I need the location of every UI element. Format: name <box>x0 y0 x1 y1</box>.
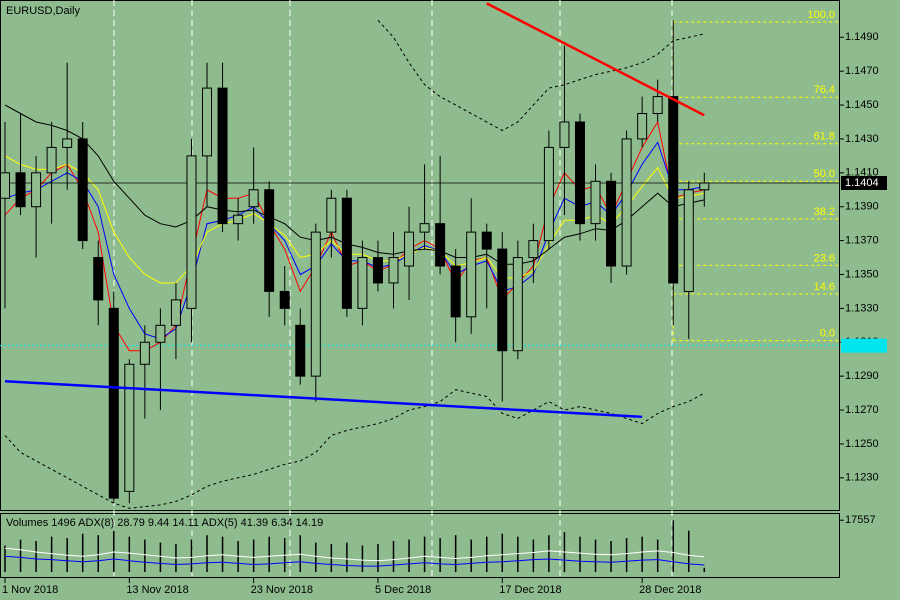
x-tick-label: 1 Nov 2018 <box>2 584 58 596</box>
fib-label: 0.0 <box>820 327 835 339</box>
x-tick-label: 5 Dec 2018 <box>375 584 431 596</box>
candle-body <box>481 231 492 250</box>
candle-body <box>170 299 181 326</box>
candle-body <box>466 231 477 318</box>
chart-title: EURUSD,Daily <box>6 5 80 17</box>
candle-body <box>590 180 601 225</box>
indicator-line <box>377 19 705 132</box>
price-label: 1.1404 <box>845 177 879 189</box>
candle-body <box>310 231 321 377</box>
y-tick-label: 1.1290 <box>845 370 879 382</box>
volume-panel <box>0 513 840 578</box>
candle-body <box>217 87 228 225</box>
candle-body <box>279 290 290 309</box>
x-tick-label: 28 Dec 2018 <box>639 584 701 596</box>
volume-title: Volumes 1496 ADX(8) 28.79 9.44 14.11 ADX… <box>6 517 323 529</box>
candle-body <box>248 189 259 208</box>
candle-body <box>202 87 213 157</box>
indicator-line <box>4 120 705 352</box>
fib-label: 61.8 <box>814 131 835 143</box>
candle-body <box>357 257 368 309</box>
indicator-line <box>4 141 705 340</box>
candle-body <box>295 324 306 377</box>
candle-body <box>46 146 57 174</box>
candle-body <box>341 197 352 309</box>
trendline <box>4 379 643 419</box>
fib-label: 100.0 <box>807 9 835 21</box>
candle-body <box>606 180 617 267</box>
adx-line <box>4 555 705 567</box>
candle-body <box>326 197 337 233</box>
candle-body <box>264 189 275 292</box>
x-tick-label: 13 Nov 2018 <box>126 584 188 596</box>
y-tick-label: 1.1410 <box>845 167 879 179</box>
candle-body <box>683 189 694 292</box>
candle-body <box>15 172 26 208</box>
candle-body <box>77 138 88 242</box>
candle-body <box>372 257 383 284</box>
candle-body <box>124 363 135 492</box>
candle-body <box>435 223 446 267</box>
candle-body <box>419 223 430 233</box>
y-tick-label: 1.1390 <box>845 201 879 213</box>
y-tick-label: 1.1250 <box>845 438 879 450</box>
fib-label: 38.2 <box>814 206 835 218</box>
x-tick-label: 17 Dec 2018 <box>499 584 561 596</box>
candle-body <box>139 341 150 365</box>
x-tick-label: 23 Nov 2018 <box>251 584 313 596</box>
candle-body <box>574 121 585 225</box>
candle-body <box>31 172 42 208</box>
candle-body <box>93 257 104 301</box>
candle-body <box>497 248 508 352</box>
level-marker <box>841 338 887 353</box>
candle-body <box>0 172 10 199</box>
y-tick-label: 1.1470 <box>845 65 879 77</box>
candle-body <box>388 257 399 284</box>
candle-body <box>528 240 539 259</box>
fib-label: 50.0 <box>814 168 835 180</box>
volume-tick-label: 17557 <box>845 514 876 526</box>
candle-body <box>543 146 554 242</box>
y-tick-label: 1.1350 <box>845 268 879 280</box>
candle-body <box>233 214 244 225</box>
adx-line <box>4 547 705 562</box>
candle-body <box>559 121 570 148</box>
y-tick-label: 1.1230 <box>845 472 879 484</box>
candle-body <box>450 265 461 318</box>
indicator-line <box>4 104 705 265</box>
candle-body <box>637 113 648 140</box>
candle-body <box>652 96 663 115</box>
fib-label: 23.6 <box>814 252 835 264</box>
candle-body <box>62 138 73 148</box>
candle-body <box>155 324 166 343</box>
candle-body <box>512 257 523 352</box>
fib-label: 76.4 <box>814 84 835 96</box>
candle-body <box>404 231 415 267</box>
candle-body <box>108 307 119 499</box>
y-tick-label: 1.1270 <box>845 404 879 416</box>
trendline <box>486 2 705 117</box>
y-tick-label: 1.1450 <box>845 99 879 111</box>
main-panel <box>0 0 840 511</box>
y-tick-label: 1.1490 <box>845 31 879 43</box>
fib-label: 14.6 <box>814 281 835 293</box>
price-label-box <box>841 175 887 190</box>
candle-body <box>699 182 710 191</box>
y-tick-label: 1.1430 <box>845 133 879 145</box>
indicator-line <box>4 155 705 284</box>
y-tick-label: 1.1330 <box>845 302 879 314</box>
candle-body <box>186 155 197 309</box>
candle-body <box>621 138 632 267</box>
candle-body <box>668 96 679 284</box>
y-tick-label: 1.1370 <box>845 235 879 247</box>
